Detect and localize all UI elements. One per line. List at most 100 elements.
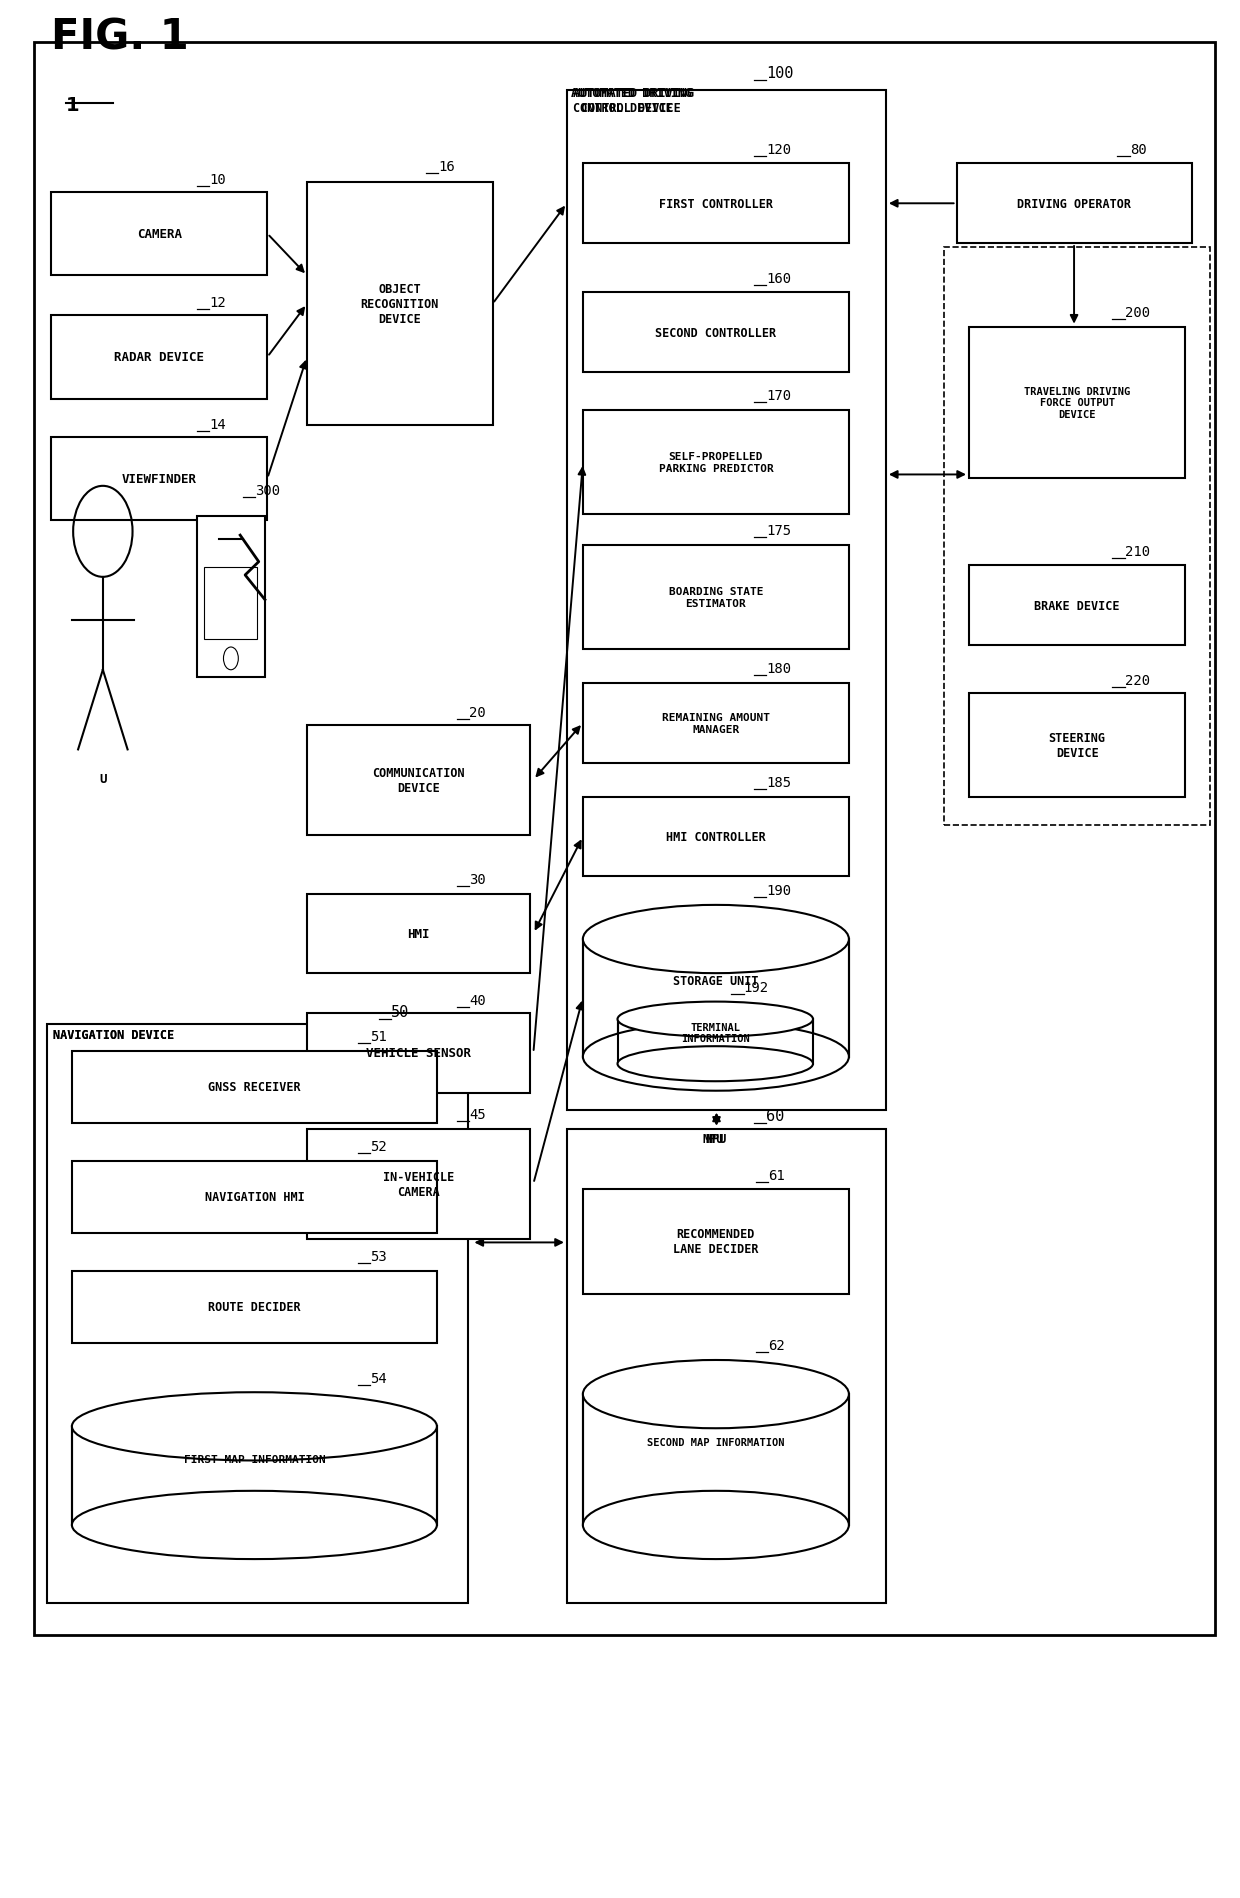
- Text: 175: 175: [766, 524, 791, 537]
- Text: 120: 120: [766, 142, 791, 158]
- Bar: [583, 294, 849, 372]
- Bar: [567, 91, 887, 1110]
- Text: 54: 54: [370, 1370, 387, 1386]
- Text: NAVIGATION DEVICE: NAVIGATION DEVICE: [53, 1029, 175, 1042]
- Bar: [944, 249, 1210, 826]
- Bar: [205, 568, 258, 640]
- Text: HMI CONTROLLER: HMI CONTROLLER: [666, 831, 766, 845]
- Bar: [968, 326, 1185, 478]
- Text: BRAKE DEVICE: BRAKE DEVICE: [1034, 600, 1120, 613]
- Text: 12: 12: [210, 296, 226, 309]
- Bar: [72, 1272, 436, 1344]
- Ellipse shape: [72, 1492, 436, 1560]
- Bar: [308, 725, 529, 835]
- Text: 180: 180: [766, 662, 791, 676]
- Text: COMMUNICATION
DEVICE: COMMUNICATION DEVICE: [372, 767, 465, 795]
- Text: RECOMMENDED
LANE DECIDER: RECOMMENDED LANE DECIDER: [673, 1228, 759, 1256]
- Bar: [968, 566, 1185, 645]
- Text: GNSS RECEIVER: GNSS RECEIVER: [208, 1080, 301, 1093]
- Bar: [51, 437, 268, 520]
- Text: 185: 185: [766, 776, 791, 790]
- Text: 53: 53: [370, 1249, 387, 1264]
- Text: NAVIGATION HMI: NAVIGATION HMI: [205, 1190, 304, 1203]
- Ellipse shape: [583, 1492, 849, 1560]
- Text: 50: 50: [391, 1004, 409, 1019]
- Text: STEERING
DEVICE: STEERING DEVICE: [1049, 731, 1106, 759]
- Text: 30: 30: [469, 873, 486, 886]
- Bar: [72, 1162, 436, 1234]
- Bar: [583, 1395, 849, 1526]
- Text: 200: 200: [1125, 306, 1149, 319]
- Bar: [72, 1427, 436, 1526]
- Ellipse shape: [618, 1046, 813, 1082]
- Text: NAVIGATION DEVICE: NAVIGATION DEVICE: [53, 1029, 175, 1042]
- Bar: [197, 516, 265, 678]
- Text: STORAGE UNIT: STORAGE UNIT: [673, 976, 759, 987]
- Bar: [583, 545, 849, 649]
- Bar: [618, 1019, 813, 1065]
- Text: SELF-PROPELLED
PARKING PREDICTOR: SELF-PROPELLED PARKING PREDICTOR: [658, 452, 774, 474]
- Text: MPU: MPU: [702, 1133, 723, 1146]
- Text: FIRST MAP INFORMATION: FIRST MAP INFORMATION: [184, 1454, 325, 1463]
- Bar: [583, 165, 849, 245]
- Text: 1: 1: [66, 97, 79, 116]
- Ellipse shape: [583, 1361, 849, 1429]
- Text: RADAR DEVICE: RADAR DEVICE: [114, 351, 205, 364]
- Text: HMI: HMI: [407, 928, 429, 940]
- Ellipse shape: [583, 905, 849, 974]
- Text: OBJECT
RECOGNITION
DEVICE: OBJECT RECOGNITION DEVICE: [361, 283, 439, 326]
- Text: AUTOMATED DRIVING
CONTROL DEVICE: AUTOMATED DRIVING CONTROL DEVICE: [573, 87, 694, 114]
- Text: 52: 52: [370, 1139, 387, 1154]
- Text: U: U: [99, 772, 107, 786]
- Text: SECOND MAP INFORMATION: SECOND MAP INFORMATION: [647, 1437, 785, 1448]
- Text: 220: 220: [1125, 674, 1149, 687]
- Bar: [968, 693, 1185, 797]
- Text: CAMERA: CAMERA: [136, 228, 181, 241]
- Text: TRAVELING DRIVING
FORCE OUTPUT
DEVICE: TRAVELING DRIVING FORCE OUTPUT DEVICE: [1024, 387, 1131, 419]
- Text: 45: 45: [469, 1107, 486, 1122]
- Text: DRIVING OPERATOR: DRIVING OPERATOR: [1017, 197, 1131, 211]
- Ellipse shape: [583, 1023, 849, 1091]
- Bar: [583, 797, 849, 877]
- Text: 100: 100: [766, 66, 794, 82]
- Text: 300: 300: [255, 484, 280, 497]
- Text: 160: 160: [766, 271, 791, 287]
- Text: REMAINING AMOUNT
MANAGER: REMAINING AMOUNT MANAGER: [662, 712, 770, 735]
- Ellipse shape: [618, 1002, 813, 1036]
- Text: MPU: MPU: [706, 1133, 727, 1146]
- Bar: [33, 44, 1215, 1634]
- Text: 61: 61: [769, 1167, 785, 1182]
- Text: BOARDING STATE
ESTIMATOR: BOARDING STATE ESTIMATOR: [668, 586, 763, 607]
- Text: 10: 10: [210, 173, 226, 188]
- Bar: [956, 165, 1192, 245]
- Text: FIRST CONTROLLER: FIRST CONTROLLER: [658, 197, 773, 211]
- Bar: [583, 940, 849, 1057]
- Bar: [583, 1190, 849, 1294]
- Bar: [308, 1129, 529, 1239]
- Bar: [51, 194, 268, 277]
- Text: 51: 51: [370, 1031, 387, 1044]
- Text: 60: 60: [766, 1108, 784, 1124]
- Bar: [583, 410, 849, 514]
- Text: VIEWFINDER: VIEWFINDER: [122, 473, 197, 486]
- Text: 192: 192: [744, 981, 769, 995]
- Bar: [583, 683, 849, 763]
- Bar: [308, 1014, 529, 1093]
- Bar: [72, 1051, 436, 1124]
- Bar: [51, 315, 268, 399]
- Text: 14: 14: [210, 418, 226, 431]
- Bar: [567, 1129, 887, 1602]
- Text: IN-VEHICLE
CAMERA: IN-VEHICLE CAMERA: [383, 1169, 454, 1198]
- Text: SECOND CONTROLLER: SECOND CONTROLLER: [655, 326, 776, 340]
- Text: 20: 20: [469, 706, 486, 719]
- Text: 80: 80: [1130, 142, 1147, 158]
- Text: 62: 62: [769, 1338, 785, 1353]
- Text: FIG. 1: FIG. 1: [51, 17, 188, 59]
- Text: 40: 40: [469, 995, 486, 1008]
- Text: TERMINAL
INFORMATION: TERMINAL INFORMATION: [681, 1023, 750, 1044]
- Text: AUTOMATED DRIVING
CONTROL DEVICE: AUTOMATED DRIVING CONTROL DEVICE: [570, 87, 692, 114]
- Text: 210: 210: [1125, 545, 1149, 558]
- Text: VEHICLE SENSOR: VEHICLE SENSOR: [366, 1046, 471, 1059]
- Text: ROUTE DECIDER: ROUTE DECIDER: [208, 1300, 301, 1313]
- Bar: [308, 184, 492, 425]
